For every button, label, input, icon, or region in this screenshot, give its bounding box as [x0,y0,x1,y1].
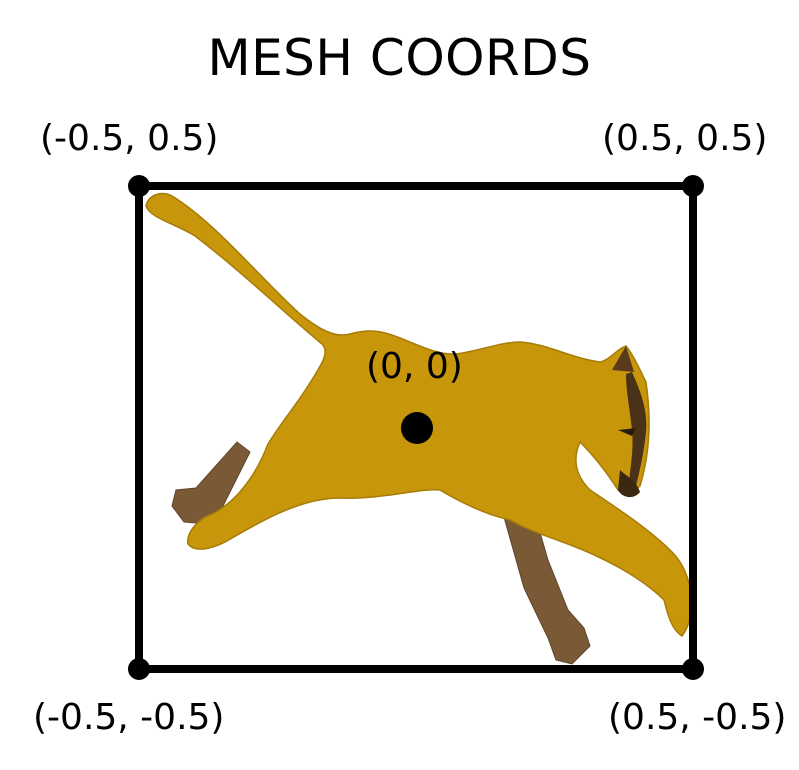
center-label: (0, 0) [366,346,463,387]
corner-label-bottom-right: (0.5, -0.5) [608,697,787,738]
cougar-ear [612,346,634,372]
center-point [401,412,433,444]
corner-point-bottom-left [128,658,150,680]
diagram-title: MESH COORDS [207,29,592,87]
cougar-far-hind-leg [171,441,251,524]
corner-point-top-left [128,175,150,197]
corner-label-top-right: (0.5, 0.5) [602,118,768,159]
cougar-muzzle [618,470,640,498]
corner-label-top-left: (-0.5, 0.5) [40,118,219,159]
corner-label-bottom-left: (-0.5, -0.5) [33,697,225,738]
cougar-face-marking [626,372,647,490]
corner-point-top-right [682,175,704,197]
cougar-far-front-leg [501,504,591,665]
cougar-eye [618,428,636,436]
corner-point-bottom-right [682,658,704,680]
mesh-frame [135,182,697,673]
